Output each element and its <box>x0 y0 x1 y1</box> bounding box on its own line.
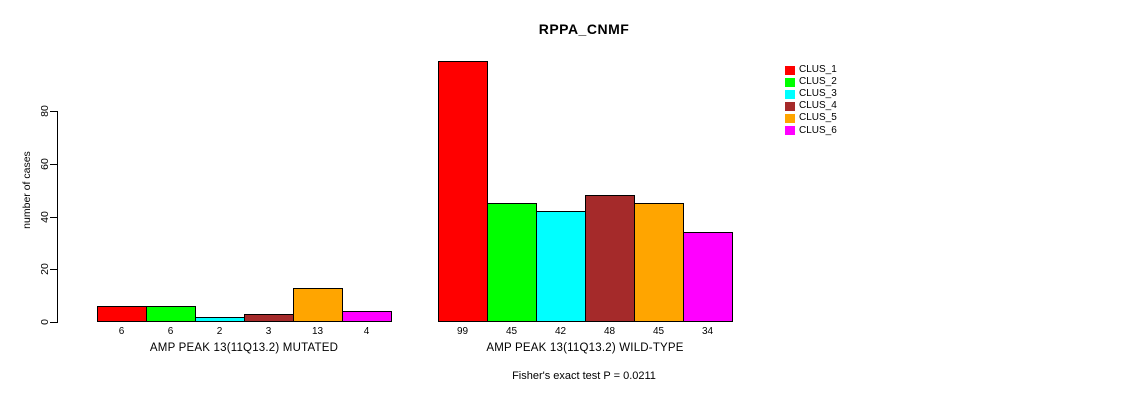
y-tick-label: 60 <box>39 158 51 170</box>
legend-item-label: CLUS_6 <box>799 124 837 136</box>
y-tick-label: 80 <box>39 105 51 117</box>
bar-clus_5 <box>634 203 684 322</box>
legend-item: CLUS_4 <box>785 100 837 112</box>
bar-clus_3 <box>195 317 245 322</box>
legend: CLUS_1 CLUS_2 CLUS_3 CLUS_4 CLUS_5 CLUS_6 <box>785 64 837 137</box>
bar-clus_1 <box>438 61 488 322</box>
legend-item: CLUS_5 <box>785 112 837 124</box>
bar-value-label: 42 <box>554 326 567 337</box>
legend-item-label: CLUS_2 <box>799 76 837 88</box>
y-axis-line <box>57 111 58 323</box>
legend-item: CLUS_6 <box>785 124 837 136</box>
y-axis-tick <box>50 164 57 165</box>
legend-color-swatch <box>785 113 795 123</box>
bar-value-label: 3 <box>265 326 272 337</box>
annotation-text: Fisher's exact test P = 0.0211 <box>512 370 656 382</box>
bar-clus_2 <box>487 203 537 322</box>
x-group-label: AMP PEAK 13(11Q13.2) WILD-TYPE <box>486 342 684 354</box>
y-tick-label: 20 <box>39 263 51 275</box>
bar-value-label: 6 <box>167 326 174 337</box>
x-group-label: AMP PEAK 13(11Q13.2) MUTATED <box>149 342 339 354</box>
legend-item-label: CLUS_3 <box>799 88 837 100</box>
bar-clus_3 <box>536 211 586 322</box>
legend-color-swatch <box>785 65 795 75</box>
legend-item: CLUS_1 <box>785 64 837 76</box>
legend-color-swatch <box>785 101 795 111</box>
bar-value-label: 48 <box>603 326 616 337</box>
legend-color-swatch <box>785 126 795 136</box>
bar-value-label: 34 <box>701 326 714 337</box>
legend-item: CLUS_2 <box>785 76 837 88</box>
bar-clus_4 <box>585 195 635 322</box>
bar-clus_2 <box>146 306 196 322</box>
y-tick-label: 0 <box>39 319 51 325</box>
legend-item-label: CLUS_5 <box>799 112 837 124</box>
bar-value-label: 45 <box>505 326 518 337</box>
y-axis-tick <box>50 269 57 270</box>
y-tick-label: 40 <box>39 211 51 223</box>
bar-value-label: 6 <box>118 326 125 337</box>
legend-item-label: CLUS_4 <box>799 100 837 112</box>
legend-color-swatch <box>785 77 795 87</box>
bar-value-label: 99 <box>456 326 469 337</box>
bar-clus_4 <box>244 314 294 322</box>
y-axis-label: number of cases <box>21 151 33 229</box>
bar-clus_1 <box>97 306 147 322</box>
bar-clus_6 <box>342 311 392 322</box>
bar-value-label: 13 <box>311 326 324 337</box>
legend-color-swatch <box>785 89 795 99</box>
bar-clus_5 <box>293 288 343 322</box>
chart-title: RPPA_CNMF <box>538 21 630 37</box>
legend-item: CLUS_3 <box>785 88 837 100</box>
bar-value-label: 2 <box>216 326 223 337</box>
bar-value-label: 45 <box>652 326 665 337</box>
y-axis-tick <box>50 217 57 218</box>
bar-clus_6 <box>683 232 733 322</box>
y-axis-tick <box>50 111 57 112</box>
legend-item-label: CLUS_1 <box>799 64 837 76</box>
y-axis-tick <box>50 322 57 323</box>
bar-value-label: 4 <box>363 326 370 337</box>
